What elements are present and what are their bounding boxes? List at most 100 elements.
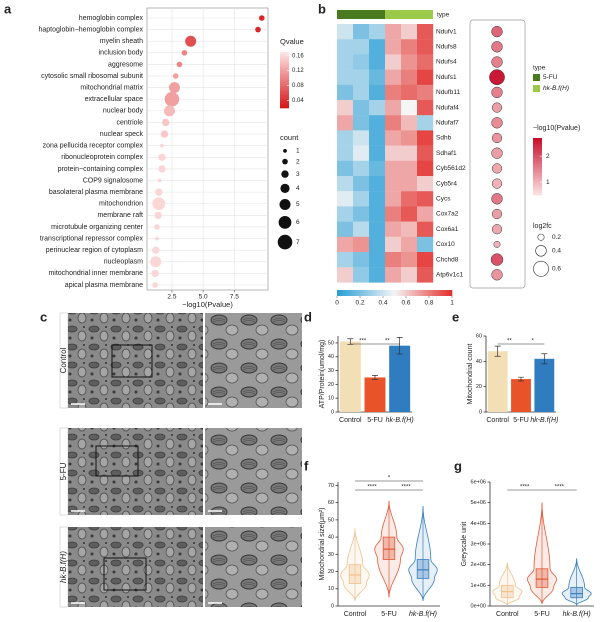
row-label: Cycs xyxy=(436,196,451,203)
dot xyxy=(491,178,503,189)
dot xyxy=(163,105,175,117)
colorbar-label: 0.2 xyxy=(355,300,364,307)
heat-cell xyxy=(353,267,370,283)
heat-cell xyxy=(417,191,434,207)
colorbar-step xyxy=(342,290,346,296)
colorbar-step xyxy=(280,53,289,57)
colorbar-step xyxy=(280,81,289,85)
colorbar-step xyxy=(533,160,542,163)
heat-cell xyxy=(353,130,370,146)
heat-cell xyxy=(385,160,402,177)
y-tick-label: 70 xyxy=(328,483,334,489)
colorbar-step xyxy=(533,162,542,165)
heat-cell xyxy=(417,69,434,85)
colorbar-step xyxy=(443,290,447,296)
significance-label: ** xyxy=(385,339,390,345)
colorbar-step xyxy=(385,290,390,296)
heat-cell xyxy=(353,54,370,70)
heat-cell xyxy=(369,236,386,253)
y-tick-label: 60 xyxy=(476,333,482,339)
category-label: inclusion body xyxy=(99,50,144,57)
x-tick-label: 5-FU xyxy=(367,417,383,424)
y-tick-label: 1e+06 xyxy=(471,583,486,589)
colorbar-label: 0.8 xyxy=(424,300,433,307)
colorbar-step xyxy=(533,183,542,186)
heat-cell xyxy=(353,39,370,55)
bar xyxy=(364,377,386,412)
legend-dot xyxy=(533,260,549,277)
colorbar-step xyxy=(533,139,542,143)
legend-dot xyxy=(278,216,292,229)
heat-cell xyxy=(353,206,370,222)
x-tick-label: 5.0 xyxy=(199,294,208,301)
heat-cell xyxy=(369,252,386,268)
colorbar-step xyxy=(400,290,404,296)
dot xyxy=(152,197,166,211)
colorbar-label: 0.04 xyxy=(292,98,304,104)
error-bar xyxy=(494,345,501,357)
category-label: haptoglobin−hemoglobin complex xyxy=(39,26,144,33)
type-annotation xyxy=(385,10,401,19)
legend-label: 5 xyxy=(296,201,300,208)
category-label: microtubule organizing center xyxy=(51,224,143,231)
colorbar-step xyxy=(360,290,364,296)
bar xyxy=(511,379,531,412)
heat-cell xyxy=(417,145,434,161)
colorbar-step xyxy=(280,78,289,81)
dot xyxy=(154,211,162,220)
heat-cell xyxy=(417,115,434,131)
colorbar-step xyxy=(533,157,542,160)
colorbar-step xyxy=(533,141,542,144)
heat-cell xyxy=(337,191,354,207)
heat-cell xyxy=(417,221,434,237)
x-tick-label: Control xyxy=(344,611,367,618)
heat-cell xyxy=(417,84,434,101)
row-label: Ndufb11 xyxy=(436,89,460,96)
row-label: hk-B.f(H) xyxy=(59,551,68,583)
annotation-title: type xyxy=(437,12,450,19)
bar xyxy=(339,341,361,412)
colorbar-step xyxy=(377,290,381,296)
y-tick-label: 40 xyxy=(476,359,482,365)
heat-cell xyxy=(353,100,370,116)
box xyxy=(348,564,362,585)
legend-dot xyxy=(279,199,291,210)
colorbar-label: 0.6 xyxy=(401,300,410,307)
heat-cell xyxy=(417,24,434,40)
x-tick-label: Control xyxy=(339,417,362,424)
heat-cell xyxy=(353,221,370,237)
heat-cell xyxy=(353,236,370,253)
heat-cell xyxy=(385,252,402,268)
y-tick-label: 5e+06 xyxy=(471,500,486,506)
dot xyxy=(493,240,501,248)
heat-cell xyxy=(337,145,354,161)
heat-cell xyxy=(369,39,386,55)
significance-label: * xyxy=(388,476,391,482)
colorbar-step xyxy=(440,290,444,296)
heat-cell xyxy=(337,252,354,268)
colorbar-step xyxy=(414,290,418,296)
colorbar-step xyxy=(280,52,289,55)
heat-cell xyxy=(337,54,354,70)
dot xyxy=(258,15,265,21)
colorbar-step xyxy=(280,70,289,73)
category-label: centriole xyxy=(117,119,144,126)
heat-cell xyxy=(353,24,370,40)
category-label: mitochondrial inner membrane xyxy=(48,270,143,277)
colorbar-step xyxy=(533,149,542,152)
heat-cell xyxy=(401,130,418,146)
legend-label: 0.4 xyxy=(552,248,561,255)
row-label: Sdhaf1 xyxy=(436,150,457,157)
colorbar-step xyxy=(533,174,542,177)
category-label: cytosolic small ribosomal subunit xyxy=(41,73,143,80)
colorbar-step xyxy=(280,80,289,83)
dot xyxy=(158,165,166,173)
significance-label: ** xyxy=(507,339,512,345)
heat-cell xyxy=(369,69,386,85)
y-tick-label: 30 xyxy=(328,552,334,558)
heat-cell xyxy=(401,191,418,207)
colorbar-step xyxy=(348,290,352,296)
colorbar-step xyxy=(388,290,392,296)
colorbar-step xyxy=(533,147,542,150)
